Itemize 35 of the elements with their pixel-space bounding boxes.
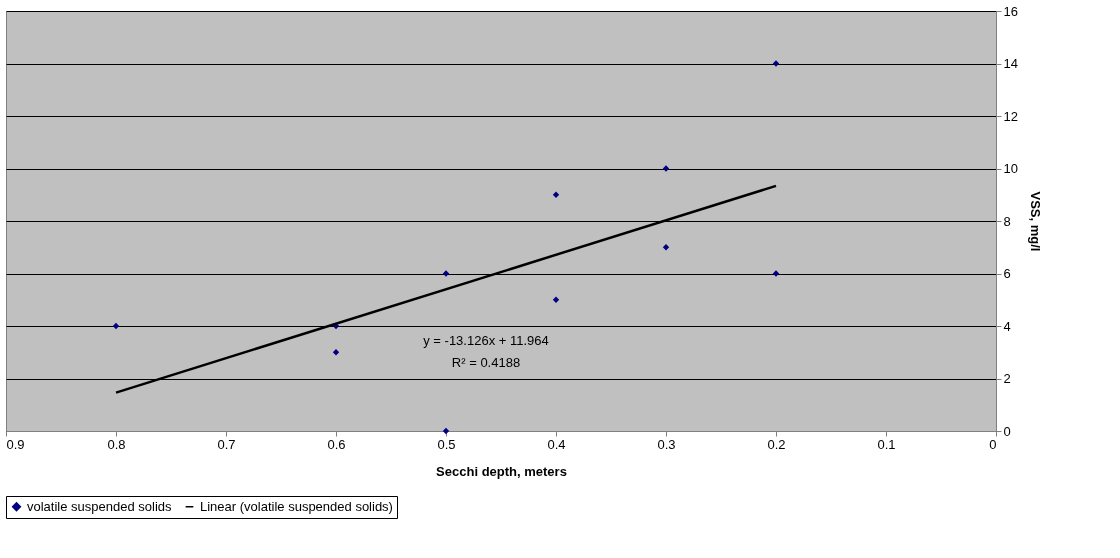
y-tick-label: 6 (1003, 266, 1011, 281)
x-axis-title: Secchi depth, meters (436, 463, 567, 479)
legend-label: volatile suspended solids (27, 498, 173, 514)
point (552, 191, 560, 198)
y-tick-label: 8 (1003, 213, 1011, 229)
y-tick-label: 4 (1003, 318, 1011, 334)
point (442, 427, 450, 435)
x-tick-label: 0.5 (437, 436, 456, 452)
y-tick-label: 0 (1003, 423, 1011, 439)
y-tick-label: 14 (1003, 56, 1018, 71)
x-tick-label: 0 (989, 436, 997, 452)
x-tick-label: 0.4 (547, 436, 566, 452)
point (772, 60, 780, 67)
point (332, 349, 340, 356)
y-axis-title: VSS, mg/l (1027, 191, 1043, 252)
y-tick-label: 12 (1003, 108, 1018, 124)
x-tick-label: 0.7 (217, 436, 236, 452)
y-tick-label: 2 (1003, 371, 1011, 386)
point (112, 322, 120, 330)
point (662, 165, 670, 172)
legend-label: Linear (volatile suspended solids) (200, 498, 393, 514)
x-tick-label: 0.2 (767, 436, 786, 452)
x-tick-label: 0.9 (6, 436, 25, 452)
point (772, 270, 780, 277)
y-tick-label: 16 (1003, 3, 1018, 19)
x-tick-label: 0.8 (107, 436, 126, 452)
x-tick-label: 0.3 (657, 436, 676, 452)
annotation: y = -13.126x + 11.964 (423, 333, 549, 348)
point (662, 244, 670, 251)
x-tick-label: 0.6 (327, 436, 346, 452)
annotation: R² = 0.4188 (451, 355, 521, 370)
y-tick-label: 10 (1003, 161, 1018, 176)
point (442, 270, 450, 277)
x-tick-label: 0.1 (877, 436, 896, 452)
point (552, 296, 560, 303)
